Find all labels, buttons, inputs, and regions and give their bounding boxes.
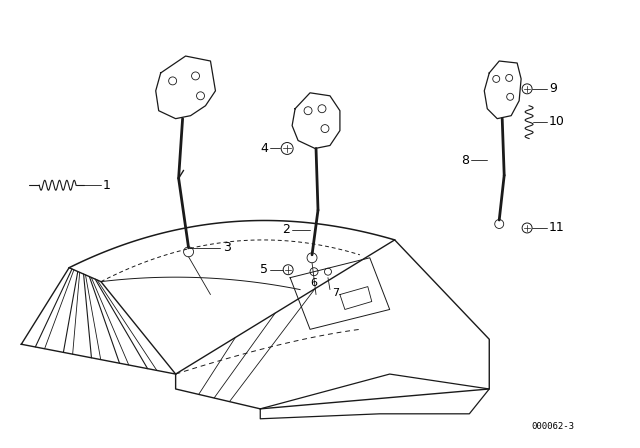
Text: 11: 11 — [549, 221, 564, 234]
Text: 3: 3 — [223, 241, 231, 254]
Text: 9: 9 — [549, 82, 557, 95]
Text: 6: 6 — [310, 278, 317, 288]
Text: 8: 8 — [461, 154, 469, 167]
Text: 000062-3: 000062-3 — [531, 422, 574, 431]
Text: 2: 2 — [282, 224, 290, 237]
Text: 5: 5 — [260, 263, 268, 276]
Text: 7: 7 — [332, 288, 339, 297]
Text: 4: 4 — [260, 142, 268, 155]
Text: 10: 10 — [549, 115, 565, 128]
Text: 1: 1 — [103, 179, 111, 192]
